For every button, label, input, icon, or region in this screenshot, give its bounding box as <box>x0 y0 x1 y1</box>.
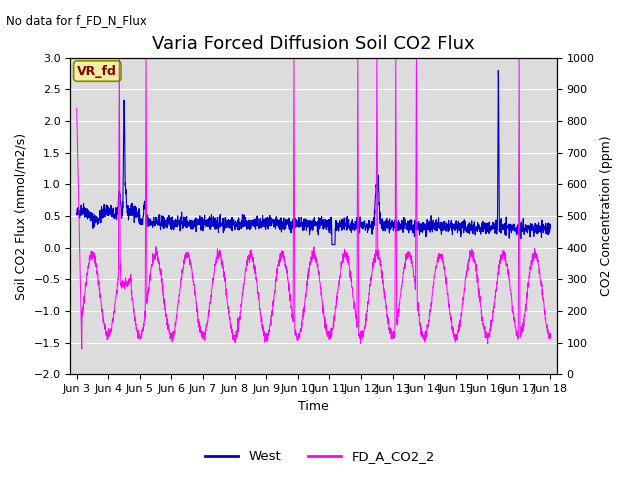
Title: Varia Forced Diffusion Soil CO2 Flux: Varia Forced Diffusion Soil CO2 Flux <box>152 35 475 53</box>
Legend: West, FD_A_CO2_2: West, FD_A_CO2_2 <box>200 445 440 468</box>
Text: No data for f_FD_N_Flux: No data for f_FD_N_Flux <box>6 14 147 27</box>
X-axis label: Time: Time <box>298 400 329 413</box>
Text: VR_fd: VR_fd <box>77 64 117 78</box>
Y-axis label: CO2 Concentration (ppm): CO2 Concentration (ppm) <box>600 136 613 296</box>
Y-axis label: Soil CO2 Flux (mmol/m2/s): Soil CO2 Flux (mmol/m2/s) <box>15 132 28 300</box>
